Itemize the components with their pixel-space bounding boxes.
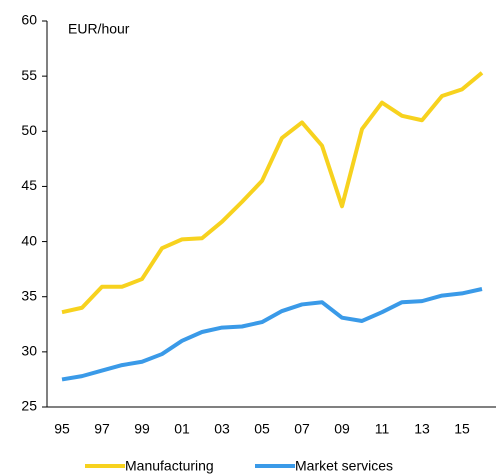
x-tick-label: 07 [294, 421, 310, 437]
legend-label: Market services [295, 458, 393, 474]
y-tick-label: 30 [21, 343, 37, 359]
y-tick-label: 55 [21, 67, 37, 83]
unit-label: EUR/hour [68, 21, 130, 37]
x-tick-label: 97 [94, 421, 110, 437]
x-tick-label: 13 [414, 421, 430, 437]
y-tick-label: 40 [21, 232, 37, 248]
x-tick-label: 11 [375, 421, 390, 437]
x-tick-label: 99 [134, 421, 150, 437]
line-series [61, 71, 484, 315]
x-tick-label: 95 [54, 421, 70, 437]
y-tick-label: 35 [21, 287, 37, 303]
x-tick-label: 09 [334, 421, 350, 437]
y-tick-label: 50 [21, 122, 37, 138]
y-tick-label: 60 [21, 12, 37, 28]
x-tick-label: 05 [254, 421, 270, 437]
x-tick-label: 01 [174, 421, 190, 437]
x-tick-label: 03 [214, 421, 230, 437]
x-tick-label: 15 [454, 421, 470, 437]
legend-label: Manufacturing [125, 458, 214, 474]
line-series [61, 287, 483, 382]
y-tick-label: 25 [21, 398, 37, 414]
y-tick-label: 45 [21, 177, 37, 193]
